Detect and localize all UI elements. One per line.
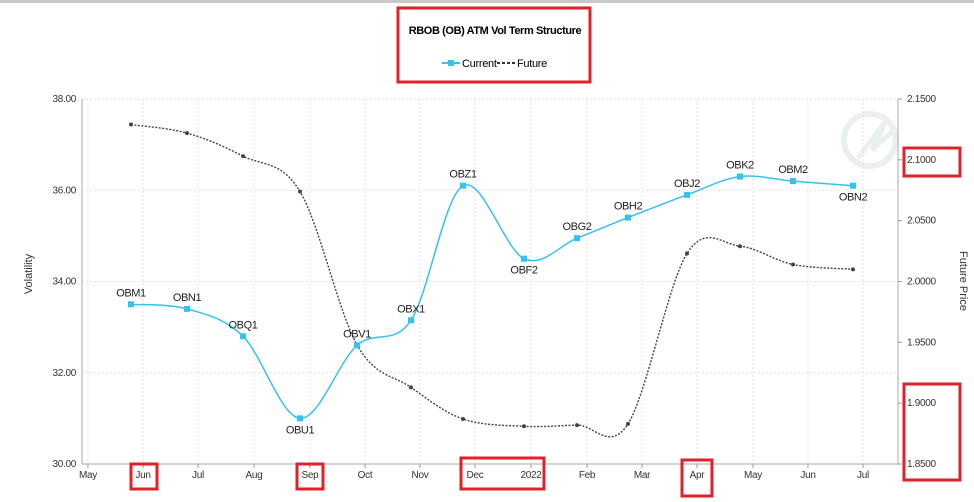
future-point [298,189,302,194]
point-label: OBH2 [614,201,643,213]
legend: Current Future [442,58,547,70]
point-label: OBQ1 [229,319,258,331]
point-labels: OBM1 OBN1 OBQ1 OBU1 OBV1 OBX1 OBZ1 OBF2 OBG2 OBH2… [116,160,868,437]
x-tick-label: Feb [579,470,596,481]
point-label: OBN2 [839,192,868,204]
x-tick-label: Jul [192,470,204,481]
current-point [790,178,796,185]
point-label: OBK2 [726,160,754,172]
legend-current: Current [462,58,497,70]
annotation-sep-box [295,462,325,491]
future-point [185,131,189,136]
x-tick-label: May [744,470,762,481]
y-tick-label: 30.00 [52,459,76,470]
watermark-logo [841,111,899,169]
y2-tick-label: 2.1500 [907,94,937,105]
current-point [240,333,246,340]
point-label: OBM1 [116,287,146,299]
current-point [625,214,631,221]
future-point [851,267,855,272]
x-tick-label: Jun [800,470,815,481]
y-tick-label: 32.00 [52,368,76,379]
future-point [575,423,579,428]
future-point [129,122,133,127]
future-point [409,385,413,390]
annotation-y2-2100-box [902,146,962,178]
y-tick-label: 36.00 [52,185,76,196]
current-point [574,235,580,242]
current-point [460,182,466,189]
current-point [521,255,527,262]
y2-tick-label: 1.8500 [907,459,937,470]
y2-tick-label: 1.9500 [907,337,937,348]
grid-lines [82,98,898,465]
x-tick-label: Nov [412,470,429,481]
point-label: OBV1 [343,328,371,340]
x-tick-label: Mar [634,470,651,481]
point-label: OBU1 [286,424,315,436]
current-point [184,305,190,312]
y2-tick-label: 1.9000 [907,398,937,409]
x-tick-label: Aug [246,470,263,481]
annotation-title-box [396,6,592,84]
y-axis-title: Volatility [23,253,35,294]
y2-axis-title: Future Price [957,251,969,311]
point-label: OBZ1 [449,169,476,181]
y2-tick-label: 2.0500 [907,216,937,227]
y2-tick-label: 2.0000 [907,277,937,288]
future-point [461,416,465,421]
y-tick-label: 38.00 [52,94,76,105]
top-border [0,0,974,3]
x-tick-label: Jul [857,470,869,481]
current-point [297,415,303,422]
x-tick-label: Jun [135,470,150,481]
future-point [241,154,245,159]
future-point [685,251,689,256]
current-point [737,173,743,180]
future-point [738,244,742,249]
x-tick-label: Oct [358,470,373,481]
annotation-dec-2022-box [459,456,546,491]
series [128,122,856,438]
point-label: OBG2 [563,221,592,233]
current-point [354,342,360,349]
current-point [850,182,856,189]
point-label: OBN1 [173,292,202,304]
y-tick-label: 34.00 [52,277,76,288]
future-series-line [130,123,854,438]
current-point [128,301,134,308]
point-label: OBX1 [397,303,425,315]
current-series-line [130,175,854,420]
current-point [408,317,414,324]
future-point [522,424,526,429]
x-tick-label: 2022 [520,470,542,481]
future-point [791,262,795,267]
x-tick-label: Apr [690,470,706,481]
x-tick-label: Dec [467,470,484,481]
legend-future: Future [517,58,547,70]
x-tick-label: Sep [302,470,320,481]
point-label: OBJ2 [674,178,700,190]
chart-title: RBOB (OB) ATM Vol Term Structure [409,25,582,37]
point-label: OBM2 [778,164,808,176]
future-point [626,421,630,426]
annotation-apr-box [680,458,714,498]
current-point [684,191,690,198]
annotation-jun-box [129,462,159,491]
x-tick-label: May [79,470,97,481]
point-label: OBF2 [510,265,537,277]
annotation-boxes [129,6,962,498]
annotation-y2-low-box [902,382,962,482]
axes: 30.00 32.00 34.00 36.00 38.00 1.8500 1.9000 1.9… [52,94,936,481]
y2-tick-label: 2.1000 [907,155,937,166]
